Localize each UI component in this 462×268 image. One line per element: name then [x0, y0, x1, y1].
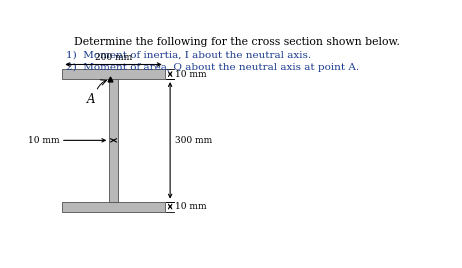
Text: 2)  Moment of area, Q about the neutral axis at point A.: 2) Moment of area, Q about the neutral a… [66, 63, 359, 72]
Text: Determine the following for the cross section shown below.: Determine the following for the cross se… [74, 37, 400, 47]
Bar [62, 202, 164, 211]
Text: 10 mm: 10 mm [175, 70, 207, 79]
Text: 1)  Moment of inertia, I about the neutral axis.: 1) Moment of inertia, I about the neutra… [66, 51, 310, 60]
Text: 10 mm: 10 mm [28, 136, 59, 145]
Text: 300 mm: 300 mm [175, 136, 212, 145]
Text: 200 mm: 200 mm [95, 53, 132, 62]
Bar [62, 69, 164, 79]
Text: A: A [87, 93, 96, 106]
Bar [109, 79, 118, 202]
Text: 10 mm: 10 mm [175, 202, 207, 211]
